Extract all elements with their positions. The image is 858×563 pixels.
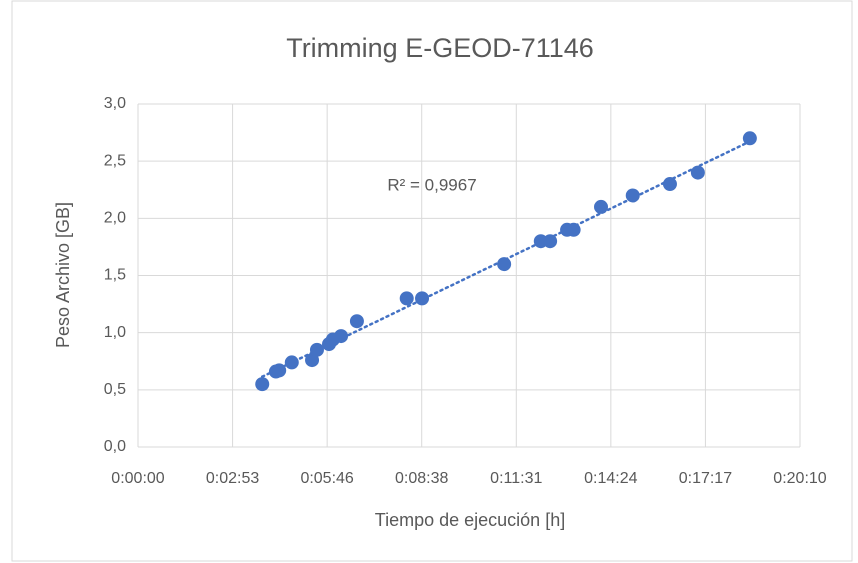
point — [497, 257, 512, 272]
point — [415, 291, 430, 306]
chart-title: Trimming E-GEOD-71146 — [286, 33, 594, 63]
chart-border — [11, 0, 853, 562]
x-tick-label: 0:11:31 — [490, 470, 542, 487]
x-tick-label: 0:20:10 — [773, 470, 826, 487]
point — [625, 188, 640, 203]
point — [334, 329, 349, 344]
point — [309, 342, 324, 357]
point — [272, 363, 287, 378]
point — [662, 177, 677, 192]
x-tick-label: 0:05:46 — [300, 470, 353, 487]
point — [349, 314, 364, 329]
point — [543, 234, 558, 249]
y-tick-label: 2,0 — [104, 210, 126, 227]
y-tick-label: 1,5 — [104, 267, 126, 284]
point — [399, 291, 414, 306]
point — [594, 199, 609, 214]
y-tick-label: 0,5 — [104, 381, 126, 398]
x-axis-label: Tiempo de ejecución [h] — [375, 510, 565, 530]
point — [284, 355, 299, 370]
x-tick-label: 0:17:17 — [679, 470, 732, 487]
r-squared: R² = 0,9967 — [387, 175, 476, 194]
y-tick-label: 2,5 — [104, 152, 126, 169]
point — [566, 222, 581, 237]
x-tick-label: 0:08:38 — [395, 470, 448, 487]
y-tick-label: 0,0 — [104, 438, 126, 455]
y-axis-label: Peso Archivo [GB] — [53, 202, 73, 348]
y-tick-label: 3,0 — [104, 95, 126, 112]
y-tick-label: 1,0 — [104, 324, 126, 341]
x-tick-label: 0:02:53 — [206, 470, 259, 487]
x-tick-label: 0:14:24 — [584, 470, 637, 487]
point — [690, 165, 705, 180]
point — [255, 377, 270, 392]
x-tick-label: 0:00:00 — [111, 470, 164, 487]
point — [742, 131, 757, 146]
